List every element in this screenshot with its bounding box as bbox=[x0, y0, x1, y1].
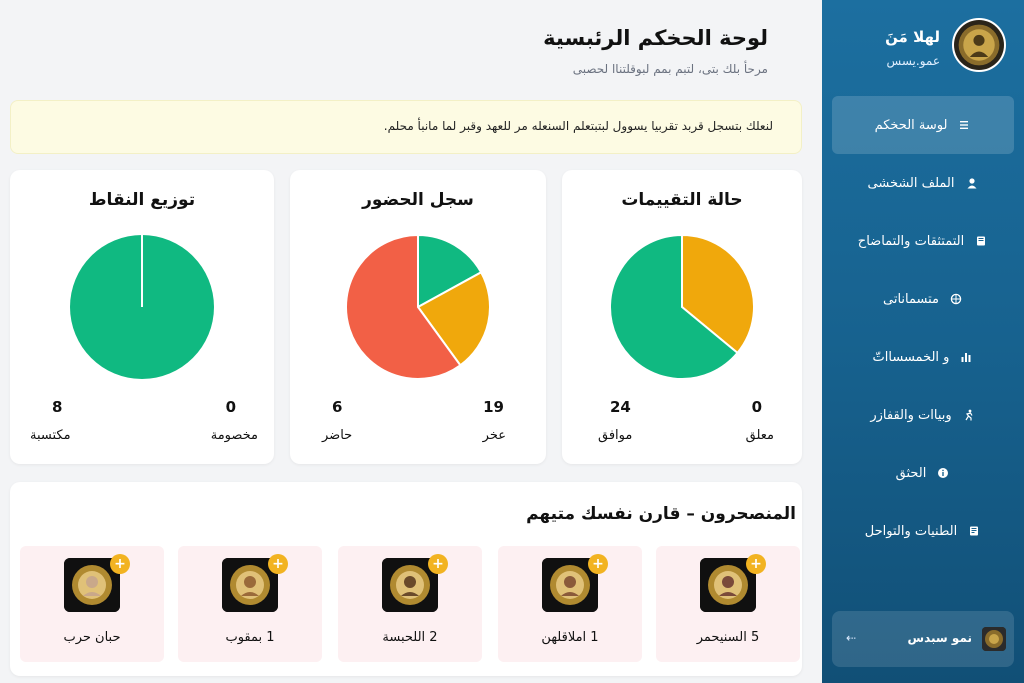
profile-header: لهلا مَنَ عمو.يسس bbox=[836, 18, 1006, 78]
sidebar-item-courses[interactable]: التمتثقات والتماضاح bbox=[832, 212, 1014, 270]
user-name: نمو سبدس bbox=[907, 631, 972, 645]
sidebar-item-label: التمتثقات والتماضاح bbox=[857, 233, 965, 249]
user-icon bbox=[965, 176, 979, 190]
stat-label: حاضر bbox=[322, 428, 353, 443]
student-card[interactable]: + 1 بمقوب bbox=[178, 546, 322, 662]
pie-slice bbox=[609, 234, 739, 380]
run-icon bbox=[962, 408, 976, 422]
student-photo bbox=[382, 558, 438, 612]
sidebar-item-label: الحثق bbox=[895, 465, 927, 481]
profile-name: لهلا مَنَ bbox=[885, 28, 940, 46]
sidebar-item-dashboard[interactable]: لوسة الحخكم bbox=[832, 96, 1014, 154]
sidebar-item-label: الملف الشخشى bbox=[867, 175, 955, 191]
plus-icon[interactable]: + bbox=[110, 554, 130, 574]
sidebar-nav: لوسة الحخكم الملف الشخشى التمتثقات والتم… bbox=[832, 96, 1014, 560]
student-name: 2 اللحبسة bbox=[382, 630, 438, 645]
sidebar-item-statistics[interactable]: و الخمسسااتّ bbox=[832, 328, 1014, 386]
stat-value: 0 bbox=[751, 398, 762, 416]
info-icon bbox=[936, 466, 950, 480]
student-name: 1 املاقلهن bbox=[541, 630, 599, 645]
student-name: 5 السنيحمر bbox=[696, 630, 760, 645]
stat-label: عخر bbox=[482, 428, 506, 443]
card-points: توزيع النقاط 0 مخصومة 8 مكتسبة bbox=[10, 170, 274, 464]
student-card[interactable]: + 5 السنيحمر bbox=[656, 546, 800, 662]
logout-icon[interactable]: ⇠ bbox=[846, 631, 857, 645]
attendance-pie bbox=[345, 234, 491, 380]
card-title: حالة التقييمات bbox=[621, 190, 743, 210]
student-photo bbox=[542, 558, 598, 612]
profile-subtitle: عمو.يسس bbox=[886, 54, 940, 68]
stat-label: مخصومة bbox=[210, 428, 258, 443]
ball-icon bbox=[949, 292, 963, 306]
card-title: توزيع النقاط bbox=[88, 190, 196, 210]
sidebar-item-label: وبياات والقفازر bbox=[870, 407, 952, 423]
sidebar-item-label: لوسة الحخكم bbox=[874, 117, 948, 133]
sidebar-item-contact[interactable]: الطنيات والتواحل bbox=[832, 502, 1014, 560]
top-students-panel: المنصحرون – قارن نفسك متيهم + 5 السنيحمر… bbox=[10, 482, 802, 676]
card-evaluations: حالة التقييمات 0 معلق 24 موافق bbox=[562, 170, 802, 464]
plus-icon[interactable]: + bbox=[268, 554, 288, 574]
stat-label: معلق bbox=[745, 428, 774, 443]
pie-slice bbox=[345, 234, 462, 380]
page-title: لوحة الحخكم الرئبسية bbox=[543, 26, 768, 50]
avatar-image bbox=[954, 20, 1004, 70]
profile-avatar[interactable] bbox=[952, 18, 1006, 72]
page-subtitle: مرحأ بلك بتى، لتبم بمم لبوقلتناا لحصبى bbox=[572, 62, 768, 76]
student-card[interactable]: + حبان حرب bbox=[20, 546, 164, 662]
sidebar-user-card[interactable]: نمو سبدس ⇠ bbox=[832, 611, 1014, 667]
card-title: سجل الحضور bbox=[362, 190, 474, 210]
stat-value: 0 bbox=[225, 398, 236, 416]
sidebar-item-profile[interactable]: الملف الشخشى bbox=[832, 154, 1014, 212]
stat-value: 24 bbox=[610, 398, 631, 416]
book-icon bbox=[974, 234, 988, 248]
stat-value: 19 bbox=[483, 398, 504, 416]
stat-value: 8 bbox=[52, 398, 63, 416]
pie-slice bbox=[681, 234, 755, 355]
plus-icon[interactable]: + bbox=[428, 554, 448, 574]
points-pie bbox=[70, 235, 214, 379]
notice-text: لنعلك بتسجل قربد تقربيا يسوول لبتبتعلم ا… bbox=[383, 119, 773, 133]
plus-icon[interactable]: + bbox=[588, 554, 608, 574]
student-card[interactable]: + 1 املاقلهن bbox=[498, 546, 642, 662]
stat-label: موافق bbox=[598, 428, 633, 443]
card-attendance: سجل الحضور 19 عخر 6 حاضر bbox=[290, 170, 546, 464]
sidebar: لهلا مَنَ عمو.يسس لوسة الحخكم الملف الشخ… bbox=[822, 0, 1024, 683]
section-title: المنصحرون – قارن نفسك متيهم bbox=[526, 504, 796, 524]
chart-icon bbox=[959, 350, 973, 364]
stat-value: 6 bbox=[332, 398, 343, 416]
plus-icon[interactable]: + bbox=[746, 554, 766, 574]
stat-label: مكتسبة bbox=[30, 428, 71, 443]
sidebar-item-activities[interactable]: وبياات والقفازر bbox=[832, 386, 1014, 444]
menu-icon bbox=[957, 118, 971, 132]
sidebar-item-competitions[interactable]: متسماناتى bbox=[832, 270, 1014, 328]
user-avatar bbox=[982, 627, 1006, 651]
notice-banner: لنعلك بتسجل قربد تقربيا يسوول لبتبتعلم ا… bbox=[10, 100, 802, 154]
book2-icon bbox=[967, 524, 981, 538]
sidebar-item-label: و الخمسسااتّ bbox=[872, 349, 950, 365]
evaluations-pie bbox=[609, 234, 755, 380]
sidebar-item-label: الطنيات والتواحل bbox=[864, 523, 958, 539]
student-name: حبان حرب bbox=[63, 630, 121, 645]
sidebar-item-label: متسماناتى bbox=[883, 291, 939, 307]
sidebar-item-about[interactable]: الحثق bbox=[832, 444, 1014, 502]
pie-slice bbox=[416, 270, 491, 367]
student-name: 1 بمقوب bbox=[225, 630, 275, 645]
pie-slice bbox=[417, 234, 483, 309]
student-card[interactable]: + 2 اللحبسة bbox=[338, 546, 482, 662]
